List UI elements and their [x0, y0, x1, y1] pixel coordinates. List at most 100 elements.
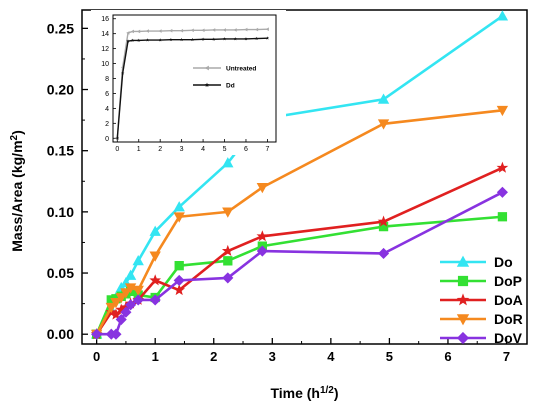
y-tick-label: 0.10 — [47, 204, 74, 220]
inset-y-tick-label: 0 — [105, 136, 109, 143]
data-point-dop — [223, 256, 233, 266]
x-tick-label: 0 — [93, 349, 100, 364]
data-point-dor — [132, 285, 144, 296]
inset-data-point-dd — [126, 39, 130, 43]
data-point-dop — [497, 212, 508, 222]
y-tick-label: 0.25 — [47, 20, 74, 36]
legend-marker-doa — [456, 293, 470, 306]
inset-data-point-untreated — [254, 27, 259, 32]
inset-data-point-untreated — [233, 28, 237, 32]
inset-legend-marker-dd — [204, 82, 210, 87]
inset-y-tick-label: 10 — [101, 61, 109, 68]
x-tick-label: 3 — [269, 349, 276, 364]
legend-marker-dov — [456, 331, 470, 345]
data-point-do — [496, 10, 509, 21]
legend-label-dop: DoP — [494, 273, 522, 289]
inset-data-point-dd — [115, 136, 119, 140]
data-point-dov — [496, 186, 508, 198]
inset-data-point-untreated — [212, 28, 216, 32]
inset-data-point-dd — [222, 37, 227, 41]
inset-data-point-untreated — [222, 28, 226, 32]
inset-legend-marker-untreated — [204, 65, 209, 71]
inset-x-tick-label: 1 — [137, 146, 141, 153]
x-tick-label: 7 — [503, 349, 510, 364]
legend-label-dov: DoV — [494, 330, 523, 346]
data-point-do — [377, 93, 390, 104]
data-point-dov — [256, 245, 268, 257]
data-point-do — [124, 269, 137, 280]
data-point-doa — [496, 161, 509, 173]
data-point-dor — [105, 302, 117, 314]
data-point-dor — [120, 288, 132, 299]
inset-y-tick-label: 4 — [105, 106, 109, 113]
data-point-doa — [256, 230, 269, 242]
legend-label-dor: DoR — [494, 311, 523, 327]
legend-marker-do — [456, 255, 470, 267]
inset-legend-label-dd: Dd — [226, 83, 235, 90]
inset-data-point-untreated — [265, 27, 269, 31]
inset-y-tick-label: 8 — [105, 76, 109, 83]
data-point-dor — [115, 293, 127, 304]
data-point-dov — [110, 328, 122, 340]
inset-y-tick-label: 14 — [101, 31, 109, 38]
data-point-dor — [149, 251, 161, 262]
inset-data-point-dd — [169, 37, 173, 42]
inset-data-point-dd — [244, 37, 248, 41]
legend-label-do: Do — [494, 254, 513, 270]
data-point-do — [173, 201, 185, 212]
inset-x-tick-label: 0 — [115, 146, 119, 153]
x-tick-label: 5 — [386, 349, 393, 364]
data-point-dov — [120, 306, 132, 318]
inset-data-point-dd — [179, 37, 184, 42]
data-point-dov — [149, 294, 161, 306]
inset-x-tick-label: 3 — [180, 146, 184, 153]
inset-x-tick-label: 6 — [244, 146, 248, 153]
x-tick-label: 2 — [210, 349, 217, 364]
data-point-do — [222, 157, 234, 168]
inset-data-point-dd — [265, 36, 270, 40]
inset-data-point-dd — [130, 38, 135, 42]
x-tick-label: 1 — [152, 349, 159, 364]
data-point-dor — [173, 212, 185, 223]
inset-data-point-untreated — [130, 29, 134, 34]
y-tick-label: 0.20 — [47, 82, 74, 98]
data-point-dov — [173, 274, 185, 286]
inset-y-tick-label: 16 — [101, 16, 109, 23]
data-point-dor — [222, 207, 234, 218]
inset-x-tick-label: 4 — [201, 146, 205, 153]
inset-data-point-dd — [201, 37, 205, 41]
data-point-dov — [125, 299, 137, 311]
inset-background — [91, 10, 286, 155]
data-point-dov — [132, 294, 144, 306]
inset-y-tick-label: 6 — [105, 91, 109, 98]
inset-y-tick-label: 12 — [101, 46, 109, 53]
inset-data-point-untreated — [145, 29, 149, 33]
data-point-doa — [173, 284, 186, 296]
data-point-doa — [377, 215, 390, 227]
data-point-dor — [110, 298, 122, 309]
inset-legend: Untreated Dd — [193, 66, 256, 90]
inset-data-point-untreated — [169, 28, 173, 33]
inset-data-point-untreated — [126, 31, 130, 35]
x-axis-title: Time (h1/2) — [270, 385, 338, 401]
data-point-dov — [377, 247, 390, 260]
data-point-dop — [174, 261, 184, 271]
inset-data-point-untreated — [201, 28, 205, 33]
y-tick-label: 0.00 — [47, 326, 74, 342]
inset-data-point-untreated — [179, 28, 184, 33]
inset-data-point-dd — [212, 37, 216, 41]
inset-x-tick-label: 7 — [265, 146, 269, 153]
legend-marker-dop — [457, 275, 469, 287]
data-point-dov — [222, 272, 234, 284]
inset-y-tick-label: 2 — [105, 121, 109, 128]
data-point-do — [149, 225, 161, 236]
data-point-doa — [149, 274, 162, 286]
data-point-dov — [91, 328, 103, 340]
x-tick-label: 4 — [327, 349, 335, 364]
main-legend: Do DoP DoA DoR DoV — [440, 254, 523, 346]
y-axis-title: Mass/Area (kg/m2) — [9, 130, 25, 252]
inset-data-point-dd — [120, 71, 125, 75]
